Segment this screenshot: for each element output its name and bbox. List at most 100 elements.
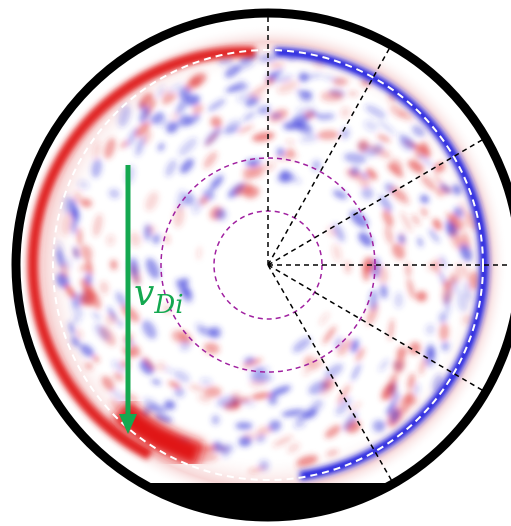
fluctuation-blob <box>335 397 352 416</box>
fluctuation-blob <box>106 234 115 246</box>
fluctuation-blob <box>407 373 416 391</box>
fluctuation-blob <box>418 356 427 376</box>
fluctuation-blob <box>292 177 302 184</box>
fluctuation-blob <box>456 263 462 282</box>
fluctuation-blob <box>204 386 222 398</box>
fluctuation-blob <box>332 243 342 262</box>
fluctuation-blob <box>156 115 169 128</box>
fluctuation-blob <box>405 262 412 278</box>
fluctuation-blob <box>143 398 159 408</box>
fluctuation-blob <box>302 90 312 96</box>
fluctuation-blob <box>173 387 185 398</box>
fluctuation-blob <box>151 379 161 385</box>
fluctuation-blob <box>326 449 339 457</box>
fluctuation-blob <box>178 114 191 127</box>
fluctuation-blob <box>295 411 317 422</box>
fluctuation-blob <box>399 110 413 121</box>
fluctuation-blob <box>118 105 131 128</box>
fluctuation-blob <box>138 92 153 109</box>
fluctuation-blob <box>358 232 373 247</box>
fluctuation-blob <box>105 313 118 326</box>
fluctuation-blob <box>393 356 406 374</box>
fluctuation-blob <box>439 270 446 285</box>
fluctuation-blob <box>459 202 470 219</box>
fluctuation-blob <box>101 375 115 391</box>
fluctuation-blob <box>327 226 337 237</box>
fluctuation-blob <box>258 460 270 471</box>
fluctuation-blob <box>399 136 415 151</box>
fluctuation-blob <box>324 363 344 380</box>
fluctuation-blob <box>259 162 276 173</box>
fluctuation-blob <box>391 391 400 405</box>
fluctuation-blob <box>239 399 256 406</box>
fluctuation-blob <box>242 166 264 175</box>
fluctuation-blob <box>185 78 202 91</box>
fluctuation-blob <box>243 357 255 364</box>
fluctuation-blob <box>440 256 447 269</box>
fluctuation-blob <box>425 324 436 335</box>
fluctuation-blob <box>93 355 100 363</box>
fluctuation-blob <box>386 402 396 416</box>
fluctuation-blob <box>378 358 389 372</box>
fluctuation-blob <box>276 147 285 157</box>
fluctuation-blob <box>180 158 194 174</box>
drift-label: vDi <box>134 273 184 320</box>
fluctuation-blob <box>308 110 321 117</box>
fluctuation-blob <box>350 166 360 176</box>
fluctuation-blob <box>414 383 420 396</box>
fluctuation-blob <box>394 395 407 409</box>
fluctuation-blob <box>156 361 166 371</box>
drift-arrow-head <box>119 414 137 434</box>
fluctuation-blob <box>355 347 365 362</box>
fluctuation-blob <box>142 320 157 340</box>
fluctuation-blob <box>449 277 460 294</box>
fluctuation-blob <box>284 122 307 130</box>
fluctuation-blob <box>175 95 190 115</box>
fluctuation-blob <box>384 225 394 245</box>
drift-subscript: Di <box>153 290 183 320</box>
fluctuation-blob <box>227 84 250 92</box>
fluctuation-blob <box>377 119 397 136</box>
fluctuation-blob <box>441 341 450 352</box>
fluctuation-blob <box>76 329 83 339</box>
fluctuation-blob <box>192 104 204 115</box>
fluctuation-blob <box>378 194 393 212</box>
fluctuation-blob <box>417 153 434 168</box>
purple-dashed-circle-outer <box>160 157 376 373</box>
fluctuation-blob <box>317 130 339 140</box>
fluctuation-blob <box>222 126 239 135</box>
fluctuation-blob <box>255 434 266 443</box>
fluctuation-blob <box>343 152 367 164</box>
fluctuation-blob <box>342 411 358 431</box>
fluctuation-blob <box>316 113 335 121</box>
fluctuation-blob <box>366 303 379 326</box>
fluctuation-blob <box>334 336 343 349</box>
fluctuation-blob <box>171 330 188 344</box>
fluctuation-blob <box>207 98 226 112</box>
fluctuation-blob <box>166 121 179 134</box>
fluctuation-blob <box>415 291 428 302</box>
field-map-inner <box>27 25 508 483</box>
fluctuation-blob <box>379 419 388 432</box>
fluctuation-blob <box>86 258 93 277</box>
fluctuation-blob <box>419 194 430 204</box>
fluctuation-blob <box>71 207 81 223</box>
fluctuation-blob <box>60 263 69 279</box>
fluctuation-blob <box>61 212 73 236</box>
fluctuation-blob <box>236 61 255 71</box>
fluctuation-blob <box>212 446 230 453</box>
fluctuation-blob <box>56 241 65 259</box>
fluctuation-blob <box>71 301 84 320</box>
fluctuation-blob <box>70 336 81 348</box>
fluctuation-blob <box>460 218 469 228</box>
sector-lines <box>267 12 511 484</box>
fluctuation-blob <box>269 385 291 397</box>
fluctuation-blob <box>94 323 110 341</box>
fluctuation-blob <box>319 312 330 326</box>
fluctuation-blob <box>152 234 161 245</box>
fluctuation-blob <box>120 140 128 149</box>
fluctuation-blob <box>428 229 440 243</box>
fluctuation-blob <box>463 281 473 301</box>
fluctuation-blob <box>344 260 351 274</box>
fluctuation-blob <box>292 114 310 125</box>
